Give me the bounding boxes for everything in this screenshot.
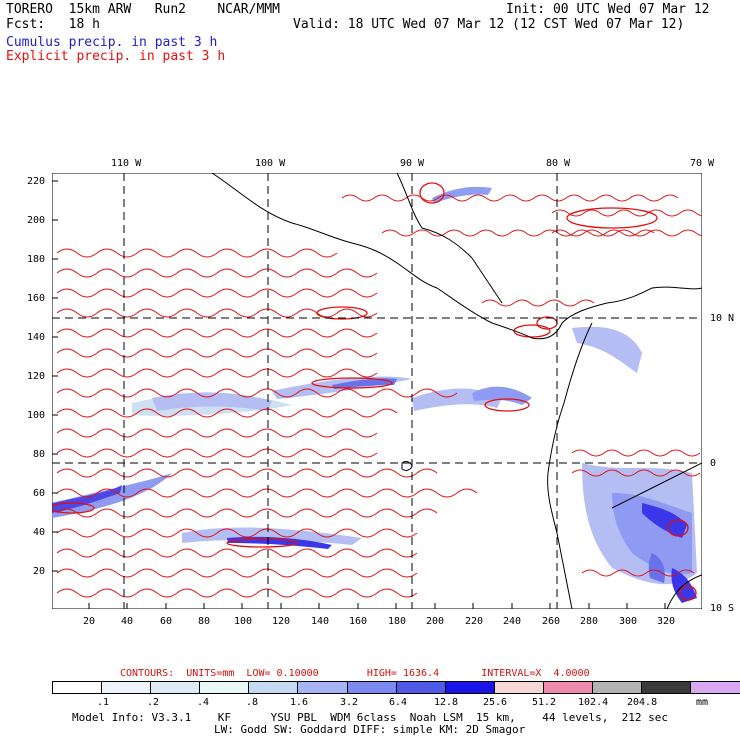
x-tick: 260 (542, 616, 561, 627)
lon-label-100w: 100 W (255, 158, 286, 169)
x-tick: 100 (234, 616, 253, 627)
colorbar-swatch (642, 682, 692, 693)
x-tick: 140 (311, 616, 330, 627)
explicit-precip-contours (56, 194, 702, 598)
colorbar-label: 12.8 (434, 697, 459, 708)
lat-lon-grid (52, 173, 702, 609)
colorbar-label: 6.4 (389, 697, 408, 708)
lat-label-10s: 10 S (710, 603, 735, 614)
colorbar-label: 25.6 (483, 697, 508, 708)
legend-explicit: Explicit precip. in past 3 h (6, 49, 226, 64)
x-tick: 20 (83, 616, 96, 627)
y-tick: 180 (27, 254, 46, 265)
colorbar-label: 102.4 (578, 697, 609, 708)
lon-label-80w: 80 W (546, 158, 571, 169)
x-tick: 320 (657, 616, 676, 627)
x-tick: 160 (349, 616, 368, 627)
colorbar-swatch (102, 682, 152, 693)
colorbar-swatch (396, 682, 446, 693)
x-tick: 80 (198, 616, 211, 627)
lon-label-110w: 110 W (111, 158, 142, 169)
colorbar-swatch (53, 682, 103, 693)
colorbar-label: .8 (246, 697, 259, 708)
y-tick: 140 (27, 332, 46, 343)
x-tick: 240 (503, 616, 522, 627)
colorbar-swatch (543, 682, 594, 693)
colorbar-label: .4 (197, 697, 210, 708)
precip-map (52, 173, 702, 609)
y-tick: 20 (33, 566, 46, 577)
x-tick: 60 (160, 616, 173, 627)
x-tick: 200 (426, 616, 445, 627)
colorbar-label: 3.2 (340, 697, 359, 708)
x-tick: 180 (388, 616, 407, 627)
colorbar-label: 51.2 (532, 697, 557, 708)
y-tick: 220 (27, 176, 46, 187)
lat-label-10n: 10 N (710, 313, 735, 324)
lon-label-70w: 70 W (690, 158, 715, 169)
forecast-hour: Fcst: 18 h (6, 17, 100, 32)
colorbar-swatch (494, 682, 544, 693)
y-tick: 40 (33, 527, 46, 538)
y-tick: 200 (27, 215, 46, 226)
model-info-line-1: Model Info: V3.3.1 KF YSU PBL WDM 6class… (72, 711, 669, 724)
colorbar-swatch (347, 682, 397, 693)
model-title: TORERO 15km ARW Run2 NCAR/MMM (6, 2, 280, 17)
colorbar-label: 1.6 (290, 697, 309, 708)
y-tick: 100 (27, 410, 46, 421)
contours-info: CONTOURS: UNITS=mm LOW= 0.10000 HIGH= 16… (120, 668, 590, 679)
model-info: Model Info: V3.3.1 KF YSU PBL WDM 6class… (72, 712, 668, 736)
x-tick: 40 (121, 616, 134, 627)
y-tick: 120 (27, 371, 46, 382)
init-time: Init: 00 UTC Wed 07 Mar 12 (506, 2, 710, 17)
colorbar-swatch (151, 682, 201, 693)
colorbar-label: .2 (147, 697, 160, 708)
axis-ticks (52, 180, 666, 609)
x-tick: 220 (465, 616, 484, 627)
colorbar-units: mm (696, 697, 709, 708)
colorbar-swatch (445, 682, 495, 693)
y-tick: 60 (33, 488, 46, 499)
colorbar (52, 681, 740, 694)
explicit-precip-cells (52, 182, 697, 601)
x-tick: 300 (619, 616, 638, 627)
colorbar-swatch (298, 682, 348, 693)
colorbar-label: .1 (97, 697, 110, 708)
coastlines (211, 173, 702, 609)
lat-label-0: 0 (710, 458, 717, 469)
x-tick: 280 (580, 616, 599, 627)
colorbar-swatch (593, 682, 643, 693)
cumulus-precip-fields (52, 186, 697, 603)
y-tick: 160 (27, 293, 46, 304)
colorbar-swatch (249, 682, 299, 693)
valid-time: Valid: 18 UTC Wed 07 Mar 12 (12 CST Wed … (293, 17, 685, 32)
y-tick: 80 (33, 449, 46, 460)
colorbar-label: 204.8 (627, 697, 658, 708)
legend-cumulus: Cumulus precip. in past 3 h (6, 35, 218, 50)
lon-label-90w: 90 W (400, 158, 425, 169)
colorbar-swatch (691, 682, 740, 693)
model-info-line-2: LW: Godd SW: Goddard DIFF: simple KM: 2D… (214, 723, 526, 736)
x-tick: 120 (272, 616, 291, 627)
colorbar-swatch (200, 682, 250, 693)
